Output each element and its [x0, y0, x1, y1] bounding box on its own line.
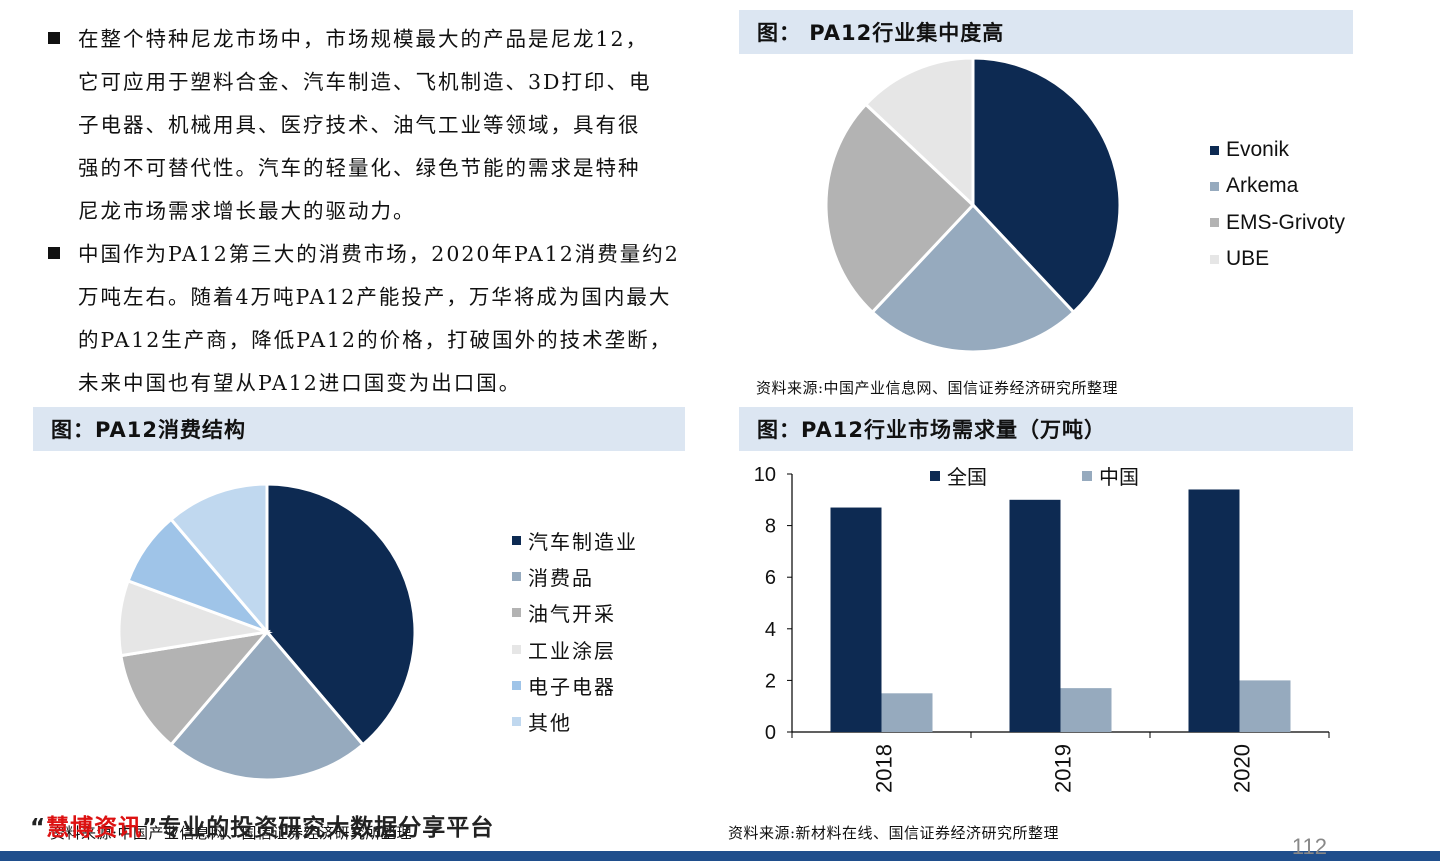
bottom-right-chart-title: 图：PA12行业市场需求量（万吨）	[739, 407, 1353, 451]
y-tick-label: 0	[765, 722, 776, 744]
bar-2019-中国	[1060, 688, 1112, 732]
legend-label: Evonik	[1226, 138, 1290, 162]
bar-2020-中国	[1239, 680, 1291, 732]
x-tick-label: 2018	[872, 744, 897, 793]
legend-label: 消费品	[528, 565, 594, 590]
bullet-list: 在整个特种尼龙市场中，市场规模最大的产品是尼龙12， 它可应用于塑料合金、汽车制…	[48, 18, 698, 405]
concentration-slice-2	[870, 202, 1076, 354]
bullet-square-icon	[48, 32, 60, 44]
legend-item: 电子电器	[512, 667, 638, 703]
legend-item: 汽车制造业	[512, 522, 638, 558]
bottom-left-chart-title: 图：PA12消费结构	[33, 407, 685, 451]
bar-legend-label: 全国	[947, 465, 987, 489]
legend-swatch	[512, 571, 521, 581]
legend-label: 电子电器	[528, 674, 616, 699]
bullet-item-1: 在整个特种尼龙市场中，市场规模最大的产品是尼龙12， 它可应用于塑料合金、汽车制…	[48, 18, 698, 233]
y-tick-label: 4	[765, 619, 776, 641]
legend-item: EMS-Grivoty	[1210, 205, 1345, 241]
bullet-square-icon	[48, 247, 60, 259]
bar-2018-全国	[830, 507, 882, 732]
bar-2018-中国	[881, 693, 933, 732]
legend-item: Arkema	[1210, 168, 1345, 204]
bar-legend-swatch	[1082, 471, 1092, 481]
legend-label: 汽车制造业	[528, 529, 638, 554]
y-tick-label: 2	[765, 670, 776, 692]
legend-swatch	[1210, 218, 1219, 228]
watermark-quote-open: “	[30, 815, 47, 841]
legend-swatch	[512, 608, 521, 618]
page-number: 112	[1291, 834, 1327, 859]
concentration-legend: Evonik Arkema EMS-Grivoty UBE	[1210, 132, 1345, 277]
consumption-slice-5	[126, 517, 272, 636]
footer-bar	[0, 851, 1440, 861]
bar-2020-全国	[1188, 489, 1240, 732]
y-tick-label: 6	[765, 567, 776, 589]
y-tick-label: 10	[754, 464, 776, 486]
consumption-slice-3	[119, 629, 271, 747]
legend-label: UBE	[1226, 247, 1270, 271]
watermark-tagline: 专业的投资研究大数据分享平台	[158, 815, 495, 841]
legend-item: 消费品	[512, 558, 638, 594]
y-tick-label: 8	[765, 516, 776, 538]
legend-swatch	[512, 535, 521, 545]
consumption-slice-6	[168, 482, 269, 637]
legend-item: Evonik	[1210, 132, 1345, 168]
bar-legend-swatch	[930, 471, 940, 481]
concentration-slice-4	[863, 56, 975, 209]
legend-label: 油气开采	[528, 602, 616, 627]
bottom-left-source: 资料来源:中国产业信息网、国信证券经济研究所整理	[50, 824, 413, 842]
legend-item: 油气开采	[512, 595, 638, 631]
legend-swatch	[512, 717, 521, 727]
legend-swatch	[1210, 181, 1219, 191]
legend-label: 其他	[528, 711, 572, 736]
legend-item: 其他	[512, 703, 638, 739]
concentration-slice-1	[971, 56, 1122, 315]
bullet-text: 中国作为PA12第三大的消费市场，2020年PA12消费量约2 万吨左右。随着4…	[78, 242, 680, 395]
concentration-slice-3	[824, 102, 976, 315]
x-tick-label: 2020	[1230, 744, 1255, 793]
legend-label: EMS-Grivoty	[1226, 210, 1346, 234]
x-tick-label: 2019	[1051, 744, 1076, 793]
legend-swatch	[1210, 254, 1219, 264]
consumption-slice-4	[117, 578, 273, 658]
bullet-text: 在整个特种尼龙市场中，市场规模最大的产品是尼龙12， 它可应用于塑料合金、汽车制…	[78, 27, 652, 223]
consumption-slice-1	[265, 482, 417, 747]
legend-swatch	[1210, 145, 1219, 155]
bar-legend-label: 中国	[1099, 465, 1139, 489]
legend-item: UBE	[1210, 241, 1345, 277]
consumption-legend: 汽车制造业消费品油气开采工业涂层电子电器其他	[512, 522, 638, 740]
legend-label: Arkema	[1226, 174, 1299, 198]
legend-swatch	[512, 644, 521, 654]
watermark: “慧博资讯”专业的投资研究大数据分享平台	[30, 808, 494, 842]
watermark-brand: 慧博资讯	[46, 815, 143, 841]
bullet-item-2: 中国作为PA12第三大的消费市场，2020年PA12消费量约2 万吨左右。随着4…	[48, 233, 698, 405]
bottom-right-source: 资料来源:新材料在线、国信证券经济研究所整理	[728, 824, 1060, 842]
legend-label: 工业涂层	[528, 638, 616, 663]
top-right-source: 资料来源:中国产业信息网、国信证券经济研究所整理	[756, 379, 1119, 397]
top-right-chart-title: 图： PA12行业集中度高	[739, 10, 1353, 54]
legend-item: 工业涂层	[512, 631, 638, 667]
watermark-quote-close: ”	[142, 815, 159, 841]
consumption-slice-2	[168, 629, 366, 782]
legend-swatch	[512, 680, 521, 690]
bar-2019-全国	[1009, 499, 1061, 732]
